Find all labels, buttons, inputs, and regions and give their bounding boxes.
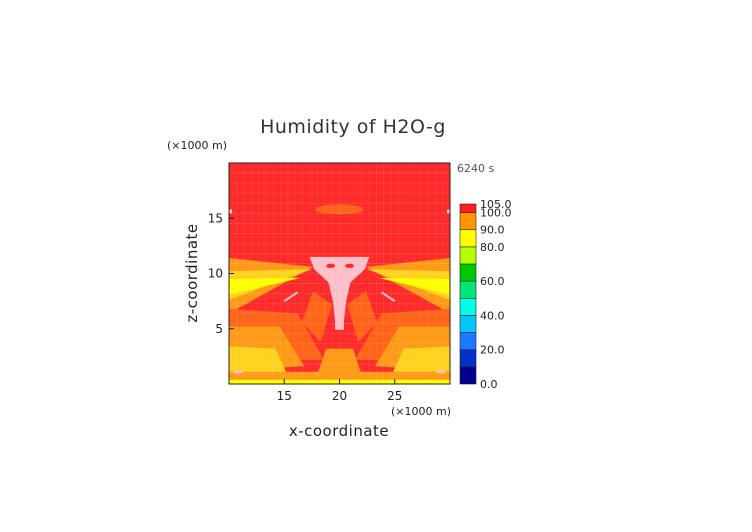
inner-right-streak	[347, 291, 378, 342]
x-axis-title: x-coordinate	[289, 422, 389, 440]
colorbar-bin	[459, 280, 477, 299]
plume-stem	[335, 321, 344, 330]
colorbar-bin	[459, 297, 477, 316]
upper-blob	[315, 204, 364, 215]
y-tick-label: 5	[215, 322, 223, 336]
colorbar-tick-label: 20.0	[480, 344, 505, 357]
edge-patch-right	[447, 209, 450, 214]
corner-patch-left	[232, 370, 243, 374]
colorbar-tick-label: 100.0	[480, 207, 512, 220]
y-tick-label: 15	[208, 211, 223, 225]
streak-right	[380, 291, 396, 302]
colorbar-tick-label: 60.0	[480, 275, 505, 288]
colorbar-tick-label: 80.0	[480, 241, 505, 254]
colorbar-bin	[459, 349, 477, 368]
bottom-center-85	[317, 348, 362, 375]
y-axis: 5 10 15	[208, 211, 234, 336]
plume-hole-left	[326, 263, 336, 268]
colorbar-bin	[459, 203, 477, 213]
colorbar-bin	[459, 212, 477, 231]
streak-left	[283, 291, 299, 302]
plot-area	[229, 163, 450, 384]
colorbar-tick-label: 40.0	[480, 309, 505, 322]
colorbar-bin	[459, 263, 477, 282]
x-tick-label: 15	[277, 389, 292, 403]
inner-left-streak	[301, 291, 332, 342]
colorbar-tick-label: 0.0	[480, 378, 498, 391]
corner-patch-right	[436, 370, 447, 374]
time-label: 6240 s	[457, 162, 494, 175]
x-tick-label: 25	[387, 389, 402, 403]
lower-right-75	[392, 346, 450, 378]
edge-patch-left	[229, 209, 232, 214]
colorbar-tick-label: 105.0	[480, 198, 512, 211]
plume-hole-right	[344, 263, 354, 268]
x-axis: 15 20 25	[277, 379, 402, 403]
supersaturated-plume	[309, 256, 370, 321]
colorbar-bin	[459, 246, 477, 265]
colorbar-bin	[459, 315, 477, 333]
chart-title: Humidity of H2O-g	[260, 116, 446, 138]
x-unit-label: (×1000 m)	[391, 405, 451, 418]
colorbar-tick-label: 90.0	[480, 224, 505, 237]
y-unit-label: (×1000 m)	[167, 139, 227, 152]
lower-left-75	[229, 346, 287, 378]
colorbar-bin	[459, 229, 477, 248]
x-tick-label: 20	[332, 389, 347, 403]
colorbar-bin	[459, 366, 477, 385]
right-wedge-70	[378, 277, 450, 295]
y-tick-label: 10	[208, 267, 223, 281]
bottom-band-85	[229, 371, 450, 380]
y-axis-title: z-coordinate	[183, 223, 201, 322]
left-wedge-70	[229, 277, 301, 295]
colorbar-bin	[459, 332, 477, 351]
